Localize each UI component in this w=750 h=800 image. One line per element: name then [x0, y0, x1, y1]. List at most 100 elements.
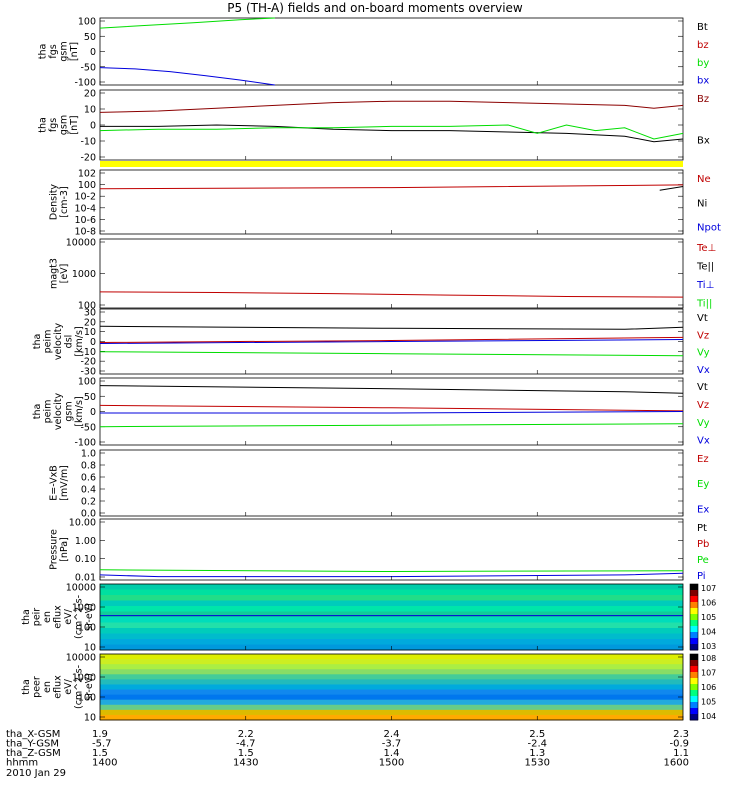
y-axis-label: [nT] [69, 42, 80, 61]
legend-entry: bx [697, 76, 709, 87]
x-row-label: tha_Y-GSM [6, 739, 59, 750]
colorbar-cell [690, 708, 698, 715]
colorbar-cell [690, 596, 698, 603]
spectrogram-band [100, 584, 683, 590]
y-axis-label: eV/ [63, 608, 74, 624]
series-line-Vz [99, 336, 684, 343]
colorbar-cell [690, 660, 698, 667]
y-axis-label: dsl [64, 335, 75, 349]
y-tick-label: -20 [80, 153, 96, 164]
legend-entry: Vx [697, 436, 710, 447]
y-tick-label: 100 [78, 623, 96, 634]
y-tick-label: -30 [80, 367, 96, 378]
y-tick-label: 0.01 [75, 573, 96, 584]
date-label: 2010 Jan 29 [6, 768, 66, 779]
y-tick-label: 0.0 [81, 509, 96, 520]
y-tick-label: 0.10 [75, 554, 96, 565]
panel-p4: 10000 1000 100 magt3 [eV] Te⊥ Te|| Ti⊥ Ti|| [49, 238, 717, 312]
y-axis-label: fgs [48, 44, 59, 58]
colorbar-cell [690, 620, 698, 627]
y-tick-label: -100 [74, 438, 96, 449]
colorbar-cell [690, 626, 698, 633]
panel-p7: 1.00.80.60.40.20.0 E=-VxB [mV/m] Ez Ey Ex [49, 449, 710, 520]
legend-entry: Bz [697, 94, 709, 105]
legend-entry: Pe [697, 555, 709, 566]
y-tick-label: -50 [80, 422, 96, 433]
spectrogram-band [100, 709, 683, 716]
x-tick-label: 2.5 [529, 729, 545, 740]
legend-entry: Vt [697, 382, 708, 393]
x-tick-label: 1400 [92, 758, 117, 769]
legend-entry: bz [697, 40, 709, 51]
colorbar-frame [689, 583, 699, 651]
spectrogram-band [100, 633, 683, 640]
y-axis-label: [eV] [59, 264, 70, 284]
spectrogram-band [100, 699, 683, 706]
y-tick-label: 50 [84, 32, 96, 43]
y-tick-label: 1.0 [81, 449, 96, 460]
spectrogram-band [100, 674, 683, 680]
legend-entry: Npot [697, 223, 721, 234]
legend-entry: Vy [697, 348, 710, 359]
spectrogram-band [100, 704, 683, 711]
legend-entry: Ez [697, 454, 709, 465]
legend-entry: Ey [697, 479, 709, 490]
series-line-bx [99, 67, 275, 86]
y-axis-label: peir [32, 608, 43, 627]
spectrogram-band [100, 659, 683, 665]
colorbar-cell [690, 632, 698, 639]
legend-entry: Vz [697, 400, 709, 411]
series-line-Te [99, 291, 684, 298]
y-tick-label: -50 [80, 62, 96, 73]
y-tick-label: 1000 [72, 603, 96, 614]
x-tick-label: 1500 [379, 758, 404, 769]
y-axis-label: magt3 [49, 258, 60, 289]
colorbar-tick-label: 106 [701, 683, 716, 692]
y-axis-label: [km/s] [74, 326, 85, 356]
series-line-Vy [99, 423, 684, 428]
series-line-Ne [99, 184, 684, 190]
colorbar-cell [690, 638, 698, 645]
y-axis-label: [mV/m] [59, 465, 70, 501]
x-tick-label: 1.4 [384, 748, 400, 759]
colorbar-cell [690, 678, 698, 685]
y-axis-label: eV/ [63, 678, 74, 694]
colorbar-cell [690, 644, 698, 651]
x-row-label: tha_Z-GSM [6, 748, 61, 759]
series-line-Pe [99, 569, 684, 573]
y-axis-label: [nT] [69, 115, 80, 134]
spectrogram-band [100, 684, 683, 691]
colorbar-cell [690, 590, 698, 597]
series-line-By [99, 124, 684, 140]
y-axis-label: eflux [53, 605, 64, 629]
y-axis-label: E=-VxB [49, 465, 60, 500]
panel-p10: 108 107 106 105 104 10000 1000 100 10 tha peer en ef… [21, 653, 716, 724]
y-axis-label: en [42, 681, 53, 693]
series-line-Vt [99, 385, 684, 394]
y-tick-label: 100 [78, 301, 96, 312]
colorbar-tick-label: 107 [701, 669, 716, 678]
y-tick-label: 10000 [66, 238, 96, 249]
y-axis-label: tha [21, 609, 32, 625]
series-line-Ni [659, 186, 684, 191]
spectrogram-band [100, 689, 683, 696]
y-tick-label: 10 [84, 713, 96, 724]
y-axis-label: fgs [48, 118, 59, 132]
colorbar-tick-label: 108 [701, 654, 716, 663]
y-tick-label: 0 [90, 337, 96, 348]
x-tick-label: 2.4 [384, 729, 400, 740]
y-tick-label: -100 [74, 78, 96, 89]
spectrogram-band [100, 622, 683, 629]
y-axis-label: Density [49, 184, 60, 220]
y-tick-label: 100 [78, 17, 96, 28]
colorbar-tick-label: 107 [701, 584, 716, 593]
legend-entry: Ne [697, 174, 711, 185]
y-tick-label: 10000 [66, 583, 96, 594]
x-tick-label: 1530 [525, 758, 550, 769]
y-tick-label: 1.00 [75, 536, 96, 547]
colorbar-cell [690, 602, 698, 609]
y-axis-label: (cm^2-s- [74, 665, 85, 709]
y-tick-label: 0 [90, 47, 96, 58]
y-tick-label: 0.4 [81, 485, 96, 496]
